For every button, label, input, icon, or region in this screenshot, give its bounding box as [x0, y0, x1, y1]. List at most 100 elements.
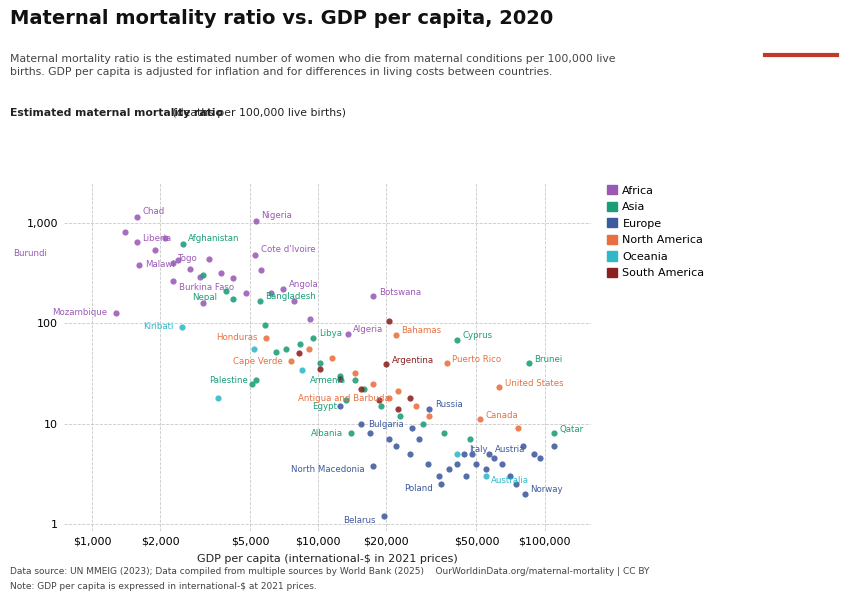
Legend: Africa, Asia, Europe, North America, Oceania, South America: Africa, Asia, Europe, North America, Oce… — [607, 185, 705, 278]
Point — [488, 454, 502, 463]
Point — [348, 368, 361, 378]
Point — [527, 449, 541, 458]
Point — [463, 434, 477, 444]
Point — [249, 216, 263, 226]
Point — [404, 393, 417, 403]
Point — [252, 296, 266, 306]
Point — [183, 264, 196, 274]
Text: Antigua and Barbuda: Antigua and Barbuda — [298, 394, 389, 403]
Point — [366, 292, 380, 301]
Point — [405, 424, 419, 433]
Text: Egypt: Egypt — [312, 401, 337, 410]
Text: Cape Verde: Cape Verde — [233, 356, 283, 365]
Point — [354, 419, 368, 428]
Point — [211, 393, 224, 403]
Point — [450, 449, 464, 458]
Point — [171, 255, 184, 265]
Text: Note: GDP per capita is expressed in international-$ at 2021 prices.: Note: GDP per capita is expressed in int… — [10, 582, 317, 591]
Point — [421, 459, 434, 469]
Text: Burkina Faso: Burkina Faso — [179, 283, 234, 292]
Point — [382, 434, 395, 444]
Point — [364, 428, 377, 438]
Text: Nigeria: Nigeria — [262, 211, 292, 220]
Point — [248, 250, 262, 260]
Point — [409, 401, 422, 411]
Point — [518, 489, 532, 499]
Point — [133, 260, 146, 270]
Text: Russia: Russia — [435, 400, 462, 409]
Point — [389, 441, 403, 451]
Point — [375, 401, 388, 411]
Point — [193, 272, 207, 281]
Point — [130, 237, 144, 247]
Text: Cyprus: Cyprus — [462, 331, 493, 340]
Point — [412, 434, 426, 444]
Point — [483, 449, 496, 458]
Text: Estimated maternal mortality ratio: Estimated maternal mortality ratio — [10, 108, 224, 118]
Point — [533, 454, 547, 463]
Point — [473, 415, 487, 424]
Text: Botswana: Botswana — [379, 287, 421, 296]
Point — [366, 461, 380, 470]
Point — [276, 284, 290, 293]
Point — [457, 449, 471, 458]
Point — [470, 459, 484, 469]
Point — [511, 424, 524, 433]
Text: Cote d'Ivoire: Cote d'Ivoire — [261, 245, 315, 254]
Point — [196, 298, 210, 308]
Text: Armenia: Armenia — [310, 376, 347, 385]
Text: Our World: Our World — [772, 19, 830, 29]
Point — [109, 308, 122, 317]
Point — [382, 316, 395, 326]
Point — [496, 459, 509, 469]
Point — [293, 339, 307, 349]
Text: Bulgaria: Bulgaria — [368, 419, 404, 428]
Text: (deaths per 100,000 live births): (deaths per 100,000 live births) — [169, 108, 346, 118]
Point — [354, 385, 368, 394]
Point — [459, 471, 473, 481]
Text: Bangladesh: Bangladesh — [265, 292, 316, 301]
Point — [176, 239, 190, 248]
Point — [516, 441, 530, 451]
Point — [389, 330, 403, 340]
Point — [285, 356, 298, 366]
Text: Nepal: Nepal — [192, 293, 218, 302]
Point — [326, 353, 339, 363]
Point — [502, 471, 516, 481]
Point — [196, 271, 210, 280]
Point — [166, 258, 179, 268]
Text: Afghanistan: Afghanistan — [189, 233, 240, 242]
Point — [219, 286, 233, 295]
Point — [434, 479, 448, 489]
Text: Honduras: Honduras — [217, 333, 258, 342]
Text: Malawi: Malawi — [145, 260, 175, 269]
Point — [214, 268, 228, 277]
Point — [438, 428, 451, 438]
Text: North Macedonia: North Macedonia — [292, 466, 365, 475]
Text: Algeria: Algeria — [354, 325, 383, 334]
Point — [249, 376, 263, 385]
Point — [377, 511, 391, 521]
Point — [479, 471, 493, 481]
Point — [348, 376, 361, 385]
Text: Liberia: Liberia — [143, 234, 172, 243]
Point — [167, 276, 180, 286]
Point — [264, 288, 278, 298]
Point — [479, 464, 493, 474]
Point — [269, 347, 283, 356]
Text: Belarus: Belarus — [343, 515, 376, 524]
Point — [422, 411, 436, 421]
Text: Canada: Canada — [486, 411, 518, 420]
Point — [432, 471, 445, 481]
Point — [509, 479, 523, 489]
Point — [339, 395, 353, 405]
Text: Austria: Austria — [495, 445, 525, 454]
Text: Argentina: Argentina — [392, 356, 434, 365]
Point — [202, 254, 216, 263]
Text: Angola: Angola — [288, 280, 318, 289]
Point — [333, 371, 347, 380]
X-axis label: GDP per capita (international-$ in 2021 prices): GDP per capita (international-$ in 2021 … — [197, 553, 457, 563]
Point — [372, 395, 386, 405]
Text: Palestine: Palestine — [209, 376, 247, 385]
Point — [287, 296, 301, 306]
